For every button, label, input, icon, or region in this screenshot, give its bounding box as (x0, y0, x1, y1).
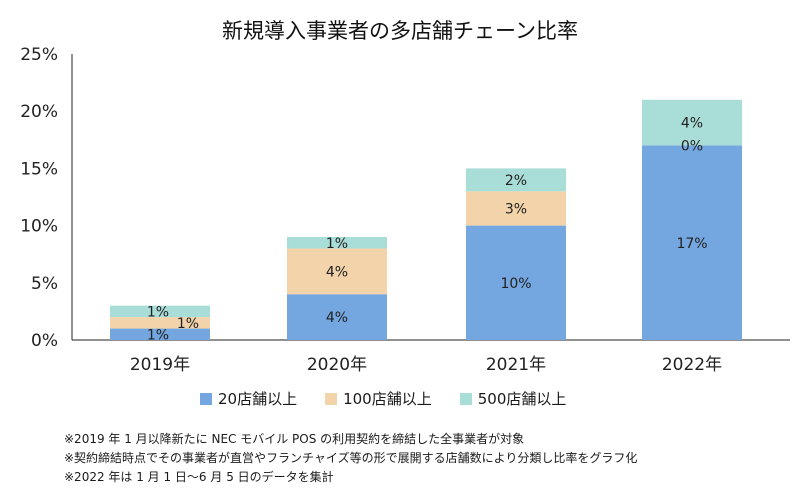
x-tick-label: 2022年 (662, 355, 722, 375)
bar-segment (110, 328, 210, 340)
y-tick-label: 0% (31, 331, 58, 351)
x-tick-label: 2019年 (130, 355, 190, 375)
data-label: 1% (147, 304, 169, 320)
data-label: 17% (676, 236, 707, 252)
legend-item-20: 20店舗以上 (200, 388, 297, 409)
bar-segment (110, 317, 210, 329)
footnote: ※2022 年は 1 月 1 日〜6 月 5 日のデータを集計 (64, 470, 334, 484)
data-label: 0% (681, 139, 703, 155)
bar-segment (287, 294, 387, 340)
y-tick-label: 15% (20, 159, 58, 179)
legend-label-500: 500店舗以上 (477, 390, 567, 408)
data-label: 4% (681, 116, 703, 132)
bars (110, 99, 742, 340)
legend-item-500: 500店舗以上 (459, 388, 567, 409)
data-label: 3% (505, 201, 527, 217)
y-tick-label: 20% (20, 102, 58, 122)
data-label: 2% (505, 173, 527, 189)
data-label: 1% (147, 327, 169, 343)
bar-segment (466, 191, 566, 226)
legend-swatch-20 (200, 392, 212, 405)
x-tick-label: 2020年 (307, 355, 367, 375)
bar-segment (466, 225, 566, 340)
data-label: 10% (500, 276, 531, 292)
legend-label-100: 100店舗以上 (343, 390, 432, 408)
data-labels: 1% 1% 1% 4% 4% 1% 10% 3% 2% 17% 0% 4% (147, 116, 708, 344)
legend: 20店舗以上 100店舗以上 500店舗以上 (200, 388, 566, 409)
stacked-bar-chart: 新規導入事業者の多店舗チェーン比率 0%5%10%15%20%25% 1%1%1… (20, 19, 790, 375)
chart-title: 新規導入事業者の多店舗チェーン比率 (222, 19, 578, 43)
data-label: 4% (326, 264, 348, 280)
footnotes: ※2019 年 1 月以降新たに NEC モバイル POS の利用契約を締結した… (64, 430, 637, 487)
legend-swatch-500 (459, 392, 472, 405)
legend-item-100: 100店舗以上 (325, 388, 432, 409)
y-tick-label: 10% (20, 217, 58, 237)
x-tick-label: 2021年 (486, 355, 546, 375)
footnote: ※契約締結時点でその事業者が直営やフランチャイズ等の形で展開する店舗数により分類… (64, 451, 638, 465)
x-axis: 2019年 2020年 2021年 2022年 (130, 355, 722, 375)
bar-segment (287, 237, 387, 249)
bar-segment (110, 305, 210, 318)
y-tick-label: 5% (31, 274, 58, 294)
bar-segment (466, 168, 566, 192)
legend-label-20: 20店舗以上 (218, 390, 298, 408)
footnote: ※2019 年 1 月以降新たに NEC モバイル POS の利用契約を締結した… (64, 432, 525, 446)
bar-segment (642, 99, 742, 146)
bar-segment (642, 145, 742, 340)
data-label: 1% (326, 236, 348, 252)
bar-segment (287, 248, 387, 295)
data-label: 1% (177, 316, 199, 332)
y-tick-label: 25% (20, 45, 58, 65)
legend-swatch-100 (325, 392, 338, 405)
data-label: 4% (326, 310, 348, 326)
